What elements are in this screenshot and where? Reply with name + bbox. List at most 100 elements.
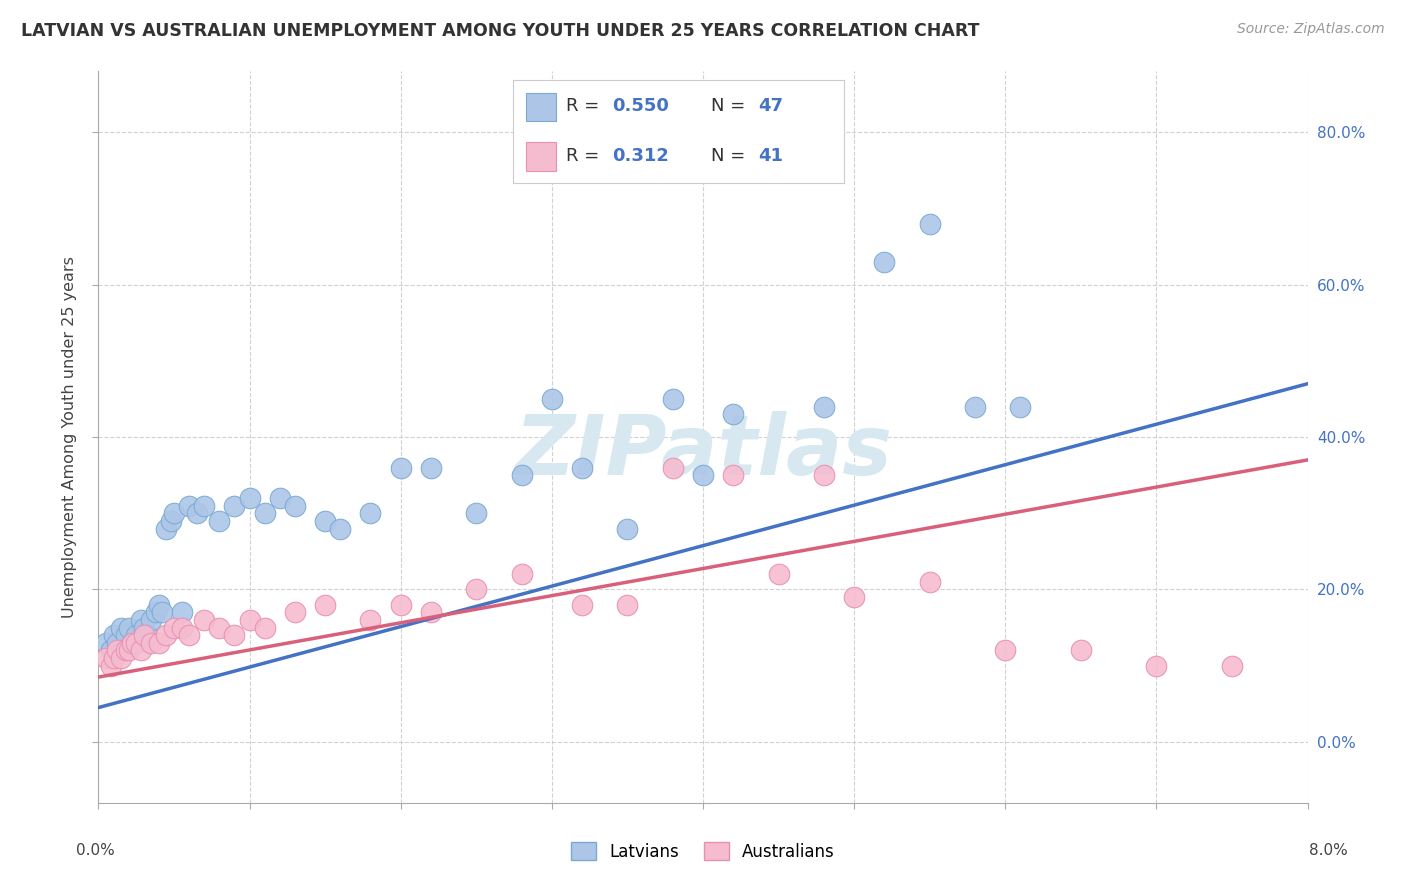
Point [155,521,177,535]
Point [571,460,593,475]
Point [389,598,412,612]
Point [918,217,941,231]
Point [314,598,336,612]
Point [389,460,412,475]
Point [873,255,896,269]
Text: 41: 41 [758,146,783,165]
Point [170,621,193,635]
Point [105,643,128,657]
Point [284,605,307,619]
Point [253,506,276,520]
Point [125,628,148,642]
FancyBboxPatch shape [526,142,557,170]
Point [125,636,148,650]
Point [155,628,177,642]
Text: 8.0%: 8.0% [1309,843,1348,858]
Point [661,460,683,475]
Point [994,643,1017,657]
Point [661,392,683,406]
Point [193,499,215,513]
Point [1146,658,1168,673]
Point [170,605,193,619]
Point [571,598,593,612]
Point [253,621,276,635]
Text: Source: ZipAtlas.com: Source: ZipAtlas.com [1237,22,1385,37]
Point [360,613,382,627]
Point [813,468,835,483]
Point [208,514,231,528]
Point [163,506,186,520]
Point [179,628,201,642]
Point [420,460,443,475]
Text: R =: R = [567,146,605,165]
Point [186,506,208,520]
Point [118,621,141,635]
Point [965,400,987,414]
Point [148,636,170,650]
Point [239,491,262,505]
Text: ZIPatlas: ZIPatlas [515,411,891,492]
Point [616,521,638,535]
Point [1070,643,1092,657]
Point [540,392,562,406]
Point [110,651,132,665]
Point [269,491,291,505]
Point [148,598,170,612]
Point [314,514,336,528]
Point [129,613,152,627]
Point [918,574,941,589]
Text: 0.312: 0.312 [613,146,669,165]
Point [121,636,143,650]
Point [163,621,186,635]
Point [160,514,183,528]
Point [179,499,201,513]
Point [145,605,167,619]
FancyBboxPatch shape [526,93,557,121]
Point [723,468,745,483]
Point [360,506,382,520]
Text: N =: N = [711,146,751,165]
Point [100,658,122,673]
Point [135,628,157,642]
Point [723,407,745,421]
Text: 0.550: 0.550 [613,97,669,115]
Point [121,636,143,650]
Point [110,621,132,635]
Text: R =: R = [567,97,605,115]
Point [208,621,231,635]
Y-axis label: Unemployment Among Youth under 25 years: Unemployment Among Youth under 25 years [62,256,77,618]
Point [844,590,866,604]
Point [510,468,533,483]
Point [114,628,136,642]
Legend: Latvians, Australians: Latvians, Australians [564,836,842,868]
Point [132,628,155,642]
Point [1220,658,1243,673]
Point [114,643,136,657]
Point [224,628,246,642]
Point [510,567,533,582]
Point [465,506,488,520]
Point [94,651,117,665]
Point [813,400,835,414]
Point [616,598,638,612]
Text: 47: 47 [758,97,783,115]
Point [284,499,307,513]
Point [239,613,262,627]
Point [141,613,163,627]
Point [103,628,125,642]
Point [132,621,155,635]
Point [193,613,215,627]
Point [420,605,443,619]
Point [103,651,125,665]
Point [768,567,790,582]
Point [329,521,352,535]
Point [100,643,122,657]
Point [1010,400,1032,414]
Point [141,636,163,650]
Point [465,582,488,597]
Point [118,643,141,657]
Point [129,643,152,657]
Point [94,636,117,650]
Text: N =: N = [711,97,751,115]
Point [692,468,714,483]
